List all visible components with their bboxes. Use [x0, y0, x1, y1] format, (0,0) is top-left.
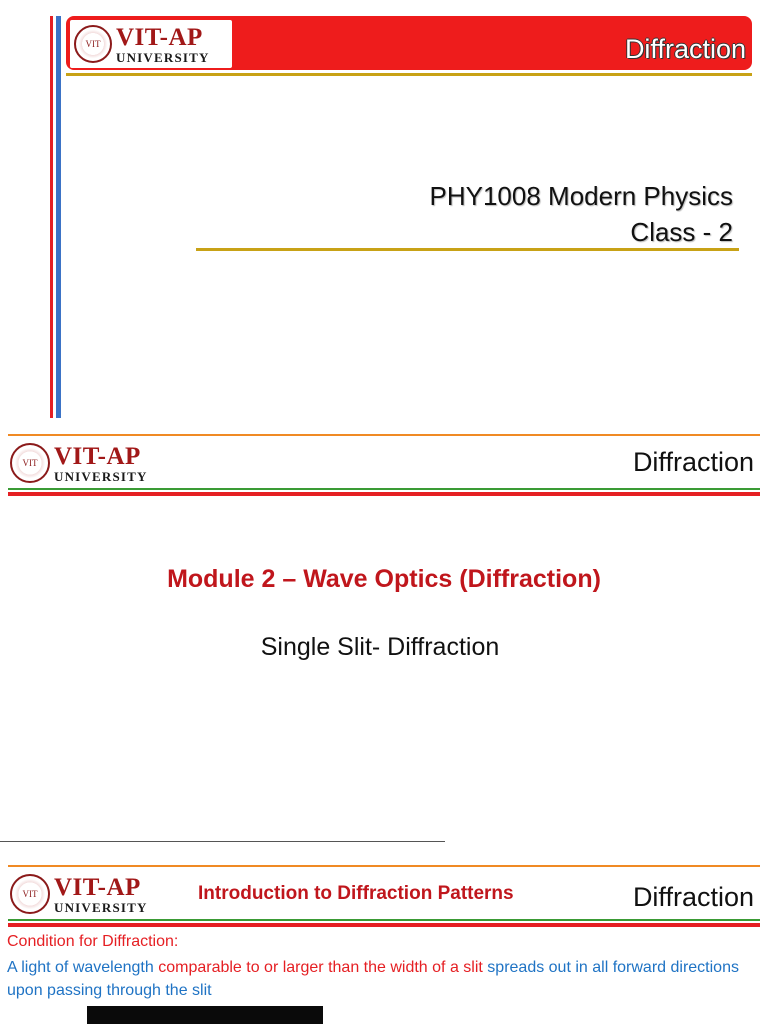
seal-text: VIT [22, 889, 38, 899]
logo-main-text: VIT-AP [116, 23, 203, 51]
header-underline [66, 73, 752, 76]
header-rule-red [8, 923, 760, 927]
slide-title: VIT VIT-AP UNIVERSITY Diffraction PHY100… [0, 0, 768, 425]
footer-rule [0, 841, 445, 842]
figure-image-top [87, 1006, 323, 1024]
slide-topic-title: Diffraction [632, 447, 754, 477]
logo-sub-text: UNIVERSITY [54, 468, 148, 484]
logo-sub-text: UNIVERSITY [116, 49, 210, 65]
seal-text: VIT [85, 39, 101, 49]
header-rule-red [8, 492, 760, 496]
course-name: PHY1008 Modern Physics [429, 181, 733, 211]
course-info: PHY1008 Modern Physics Class - 2 [430, 178, 733, 250]
condition-text-highlight: comparable to or larger than the width o… [158, 959, 483, 976]
top-divider [8, 865, 760, 867]
top-divider [8, 434, 760, 436]
university-logo: VIT VIT-AP UNIVERSITY [10, 439, 180, 487]
university-seal-icon: VIT [10, 443, 50, 483]
course-underline [196, 248, 739, 251]
condition-text-part3: spreads out in all forward directions up… [7, 959, 739, 999]
university-seal-icon: VIT [10, 874, 50, 914]
logo-sub-text: UNIVERSITY [54, 899, 148, 915]
university-seal-icon: VIT [74, 25, 112, 63]
slide-topic-title: Diffraction [632, 882, 754, 912]
section-heading: Introduction to Diffraction Patterns [198, 883, 514, 904]
condition-text-part1: A light of wavelength [7, 959, 159, 976]
slide-module: VIT VIT-AP UNIVERSITY Diffraction Module… [0, 425, 768, 845]
left-accent-bar-blue [56, 16, 61, 418]
condition-text: A light of wavelength comparable to or l… [7, 956, 759, 1002]
header-rule-green [8, 488, 760, 490]
seal-text: VIT [22, 458, 38, 468]
module-subtitle: Single Slit- Diffraction [260, 633, 500, 661]
header-rule-green [8, 919, 760, 921]
university-logo: VIT VIT-AP UNIVERSITY [10, 870, 180, 918]
condition-heading: Condition for Diffraction: [7, 933, 179, 950]
class-number: Class - 2 [630, 217, 733, 247]
slide-topic-title: Diffraction [624, 34, 746, 64]
logo-main-text: VIT-AP [54, 873, 141, 901]
logo-main-text: VIT-AP [54, 442, 141, 470]
university-logo: VIT VIT-AP UNIVERSITY [70, 20, 232, 68]
slide-introduction: VIT VIT-AP UNIVERSITY Introduction to Di… [0, 860, 768, 1024]
left-accent-bar-red [50, 16, 53, 418]
module-heading: Module 2 – Wave Optics (Diffraction) [167, 565, 601, 593]
